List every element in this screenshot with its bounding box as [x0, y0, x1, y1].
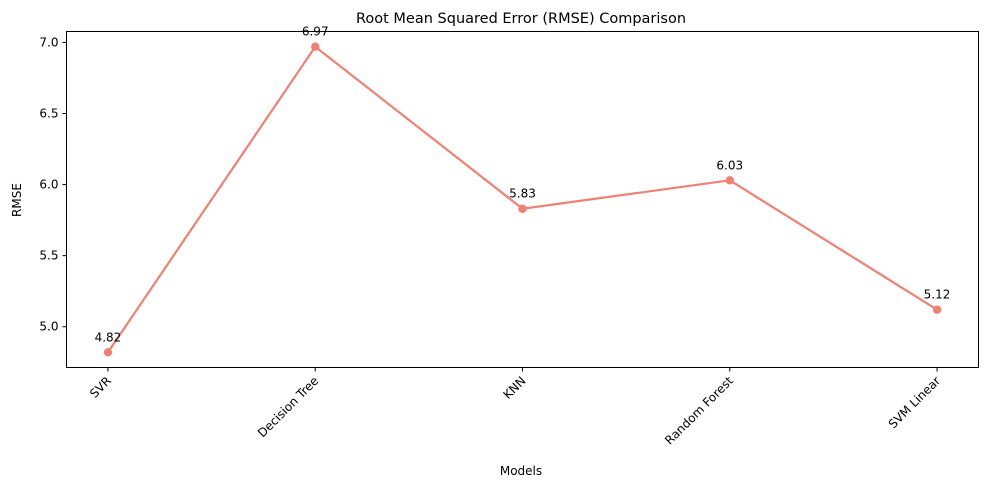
y-tick-label: 6.0 [39, 178, 58, 192]
series-rmse [103, 42, 942, 357]
x-tick-label: KNN [500, 374, 528, 402]
x-tick-label: Random Forest [662, 374, 736, 448]
plot-area: 5.0 5.5 6.0 6.5 7.0 SVR Decision Tree KNN Rando… [39, 25, 979, 448]
data-point [518, 204, 527, 213]
data-point [311, 42, 320, 51]
y-axis-label: RMSE [10, 183, 24, 217]
data-point [932, 305, 942, 314]
y-axis: 5.0 5.5 6.0 6.5 7.0 [39, 35, 67, 334]
y-tick-label: 6.5 [39, 107, 58, 121]
chart-title: Root Mean Squared Error (RMSE) Compariso… [356, 11, 686, 27]
data-point [103, 348, 113, 357]
data-point [725, 176, 734, 185]
data-label: 5.83 [509, 187, 536, 201]
x-axis: SVR Decision Tree KNN Random Forest SVM Line… [87, 367, 944, 448]
y-tick-label: 7.0 [39, 35, 58, 49]
data-label: 4.82 [95, 330, 122, 344]
x-tick-label: SVM Linear [886, 374, 944, 432]
x-tick-label: SVR [87, 374, 114, 401]
y-tick-label: 5.0 [39, 320, 58, 334]
y-tick-label: 5.5 [39, 249, 58, 263]
data-labels: 4.82 6.97 5.83 6.03 5.12 [95, 25, 951, 345]
x-axis-label: Models [500, 464, 542, 478]
x-tick-label: Decision Tree [255, 374, 321, 440]
data-label: 5.12 [924, 288, 951, 302]
data-label: 6.03 [716, 158, 743, 172]
data-label: 6.97 [302, 25, 329, 39]
